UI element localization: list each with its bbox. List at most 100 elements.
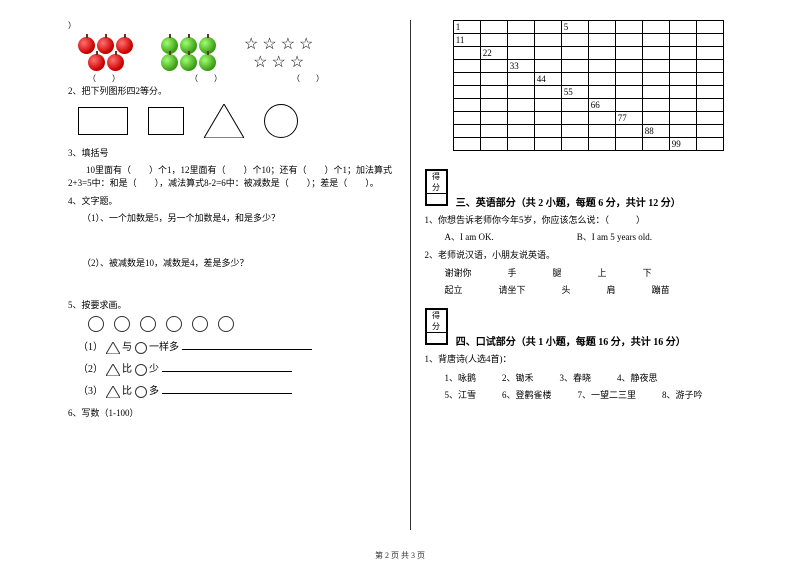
- grid-cell: 11: [453, 34, 480, 47]
- q5-2-tail: 少: [149, 364, 159, 375]
- vocab-word: 蹦苗: [652, 283, 670, 296]
- grid-cell: [534, 99, 561, 112]
- q3-body: 10里面有（ ）个1，12里面有（ ）个10；还有（ ）个1；加法算式2+3=5…: [68, 164, 396, 191]
- circle-icon: [218, 316, 234, 332]
- grid-cell: 55: [561, 86, 588, 99]
- q5-2-mid: 比: [122, 364, 132, 375]
- apple-red-icon: [107, 54, 124, 71]
- q5-row-2: （2） 比 少: [78, 362, 396, 378]
- apple-green-icon: [180, 54, 197, 71]
- circle-icon: [192, 316, 208, 332]
- vocab-word: 上: [598, 266, 607, 279]
- sec3-q1-opt-a: A、I am OK.: [445, 230, 575, 244]
- grid-cell: [615, 73, 642, 86]
- grid-cell: [480, 21, 507, 34]
- grid-cell: [534, 112, 561, 125]
- grid-cell: [588, 112, 615, 125]
- right-column: 15112233445566778899 得分 三、英语部分（共 2 小题，每题…: [411, 20, 761, 530]
- grid-cell: [696, 99, 723, 112]
- grid-cell: [561, 34, 588, 47]
- star-icon: ☆: [253, 55, 267, 71]
- vocab-word: 7、一望二三里: [578, 388, 637, 401]
- grid-cell: [588, 34, 615, 47]
- circle-icon: [166, 316, 182, 332]
- grid-cell: [453, 86, 480, 99]
- q4-sub1: （1）、一个加数是5，另一个加数是4，和是多少？: [82, 211, 396, 225]
- vocab-word: 4、静夜思: [617, 371, 658, 384]
- star-icon: ☆: [281, 37, 295, 53]
- grid-cell: [480, 34, 507, 47]
- apple-red-icon: [78, 37, 95, 54]
- grid-cell: [480, 99, 507, 112]
- blank-paren: （ ）: [292, 73, 324, 84]
- grid-cell: [561, 112, 588, 125]
- grid-cell: [534, 125, 561, 138]
- q4-sub2: （2）、被减数是10，减数是4，差是多少？: [82, 256, 396, 270]
- blank-paren: （ ）: [190, 73, 222, 84]
- grid-cell: [453, 125, 480, 138]
- hundred-grid: 15112233445566778899: [453, 20, 724, 151]
- answer-line: [162, 384, 292, 394]
- sec3-q1-opt-b: B、I am 5 years old.: [577, 232, 652, 242]
- grid-cell: 1: [453, 21, 480, 34]
- grid-cell: [507, 112, 534, 125]
- stars-cluster: ☆ ☆ ☆ ☆ ☆ ☆ ☆: [244, 37, 313, 71]
- score-blank: [426, 194, 446, 205]
- grid-cell: [534, 21, 561, 34]
- triangle-icon: [106, 386, 120, 398]
- grid-cell: [642, 138, 669, 151]
- grid-cell: [696, 47, 723, 60]
- grid-cell: [615, 125, 642, 138]
- grid-cell: [669, 60, 696, 73]
- grid-cell: [696, 34, 723, 47]
- score-box: 得分: [425, 169, 448, 206]
- grid-cell: 33: [507, 60, 534, 73]
- grid-cell: 88: [642, 125, 669, 138]
- grid-cell: [615, 86, 642, 99]
- shapes-row: [78, 104, 396, 138]
- grid-cell: [669, 86, 696, 99]
- apple-red-icon: [88, 54, 105, 71]
- apple-red-icon: [116, 37, 133, 54]
- vocab-word: 谢谢你: [445, 266, 472, 279]
- apple-green-icon: [199, 54, 216, 71]
- q5-3-mid: 比: [122, 386, 132, 397]
- grid-cell: [642, 73, 669, 86]
- grid-cell: 5: [561, 21, 588, 34]
- answer-line: [182, 340, 312, 350]
- answer-line: [162, 362, 292, 372]
- vocab-word: 腿: [553, 266, 562, 279]
- q5-text: 5、按要求画。: [68, 298, 396, 312]
- circle-icon: [135, 364, 147, 376]
- grid-cell: [696, 60, 723, 73]
- score-blank: [426, 333, 446, 344]
- six-circles-row: [88, 316, 396, 332]
- grid-cell: [507, 21, 534, 34]
- vocab-word: 起立: [445, 283, 463, 296]
- grid-cell: [480, 125, 507, 138]
- grid-cell: [615, 99, 642, 112]
- grid-cell: [642, 86, 669, 99]
- grid-cell: [669, 47, 696, 60]
- grid-cell: [507, 99, 534, 112]
- square-shape: [148, 107, 184, 135]
- grid-cell: [507, 125, 534, 138]
- grid-cell: [588, 60, 615, 73]
- grid-cell: [588, 125, 615, 138]
- circle-icon: [140, 316, 156, 332]
- grid-cell: [615, 47, 642, 60]
- poems-row-1: 1、咏鹅2、锄禾3、春晓4、静夜思: [445, 371, 753, 384]
- counting-icons-row: ☆ ☆ ☆ ☆ ☆ ☆ ☆: [78, 37, 396, 71]
- circle-icon: [114, 316, 130, 332]
- grid-cell: [561, 60, 588, 73]
- star-icon: ☆: [244, 37, 258, 53]
- grid-cell: [453, 99, 480, 112]
- grid-cell: [480, 73, 507, 86]
- section-4-title: 四、口试部分（共 1 小题，每题 16 分，共计 16 分）: [456, 337, 686, 348]
- grid-cell: [453, 138, 480, 151]
- grid-cell: [696, 112, 723, 125]
- section-3-title: 三、英语部分（共 2 小题，每题 6 分，共计 12 分）: [456, 198, 681, 209]
- grid-cell: [696, 125, 723, 138]
- grid-cell: [534, 138, 561, 151]
- page-footer: 第 2 页 共 3 页: [0, 550, 800, 561]
